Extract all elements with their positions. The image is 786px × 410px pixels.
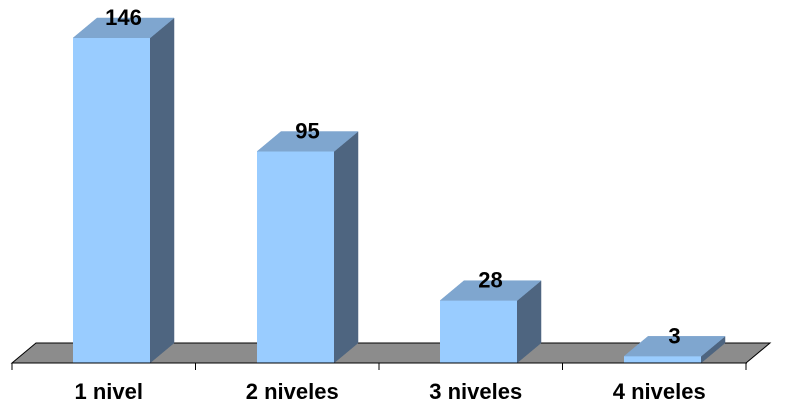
bar-2 [256,130,359,364]
bar-front-face [624,356,701,363]
category-label: 4 niveles [613,379,706,404]
bar-1 [72,17,175,364]
data-label: 95 [295,119,319,144]
category-label: 1 nivel [75,379,143,404]
bar-front-face [440,300,517,363]
chart-x-axis: 1 nivel 2 niveles 3 niveles 4 niveles [11,362,747,404]
category-label: 2 niveles [246,379,339,404]
data-label: 146 [105,5,142,30]
bar-side-face [333,130,359,364]
bar-front-face [257,151,334,363]
bar-side-face [149,17,175,364]
data-label: 28 [478,268,502,293]
bar-3 [439,280,542,364]
chart-data-labels-layer: 146 95 28 3 [105,5,680,348]
bar-4 [623,335,726,364]
data-label: 3 [668,323,680,348]
category-label: 3 niveles [429,379,522,404]
bar-front-face [73,38,150,363]
chart-bars-layer [72,17,726,364]
